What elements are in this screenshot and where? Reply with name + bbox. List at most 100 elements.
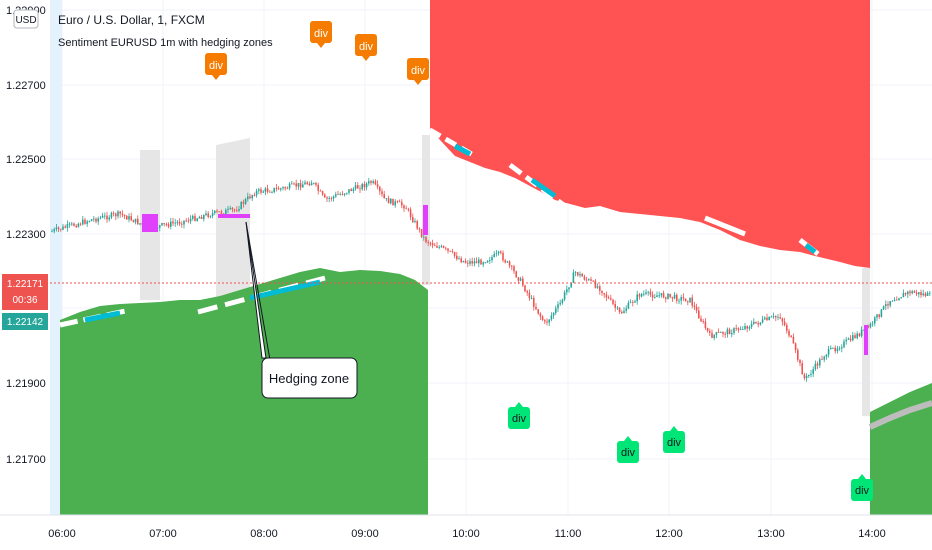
candle-body <box>896 299 898 301</box>
candle-body <box>640 293 643 297</box>
candle-body <box>392 198 394 206</box>
candle-body <box>643 293 645 295</box>
candle-body <box>621 311 623 314</box>
indicator-title[interactable]: Sentiment EURUSD 1m with hedging zones <box>58 37 273 49</box>
candle-body <box>159 225 161 228</box>
candle-body <box>363 184 366 188</box>
candle-body <box>656 295 658 298</box>
candle-body <box>348 189 350 193</box>
candle-body <box>563 292 566 300</box>
candle-body <box>112 212 115 214</box>
candle-body <box>649 291 652 295</box>
candle-body <box>522 278 524 286</box>
candle-body <box>922 293 924 296</box>
candle-body <box>429 242 432 244</box>
magenta-signals <box>142 205 868 355</box>
candle-body <box>55 227 58 230</box>
svg-text:div: div <box>314 28 329 40</box>
candle-body <box>770 316 773 318</box>
candle-body <box>497 251 500 254</box>
candle-body <box>909 291 911 294</box>
price-axis-label: 1.21700 <box>6 454 46 466</box>
candle-body <box>119 211 121 214</box>
candle-body <box>660 293 663 296</box>
candle-body <box>229 207 231 209</box>
svg-text:div: div <box>855 485 870 497</box>
candle-body <box>438 246 440 248</box>
candle-body <box>638 294 641 297</box>
candle-body <box>271 192 273 193</box>
candle-body <box>596 286 599 288</box>
candle-body <box>445 247 447 249</box>
candle-body <box>929 292 931 294</box>
candle-body <box>128 216 130 220</box>
candle-body <box>500 251 502 253</box>
candle-body <box>539 313 542 317</box>
candle-body <box>654 297 656 298</box>
candle-body <box>856 333 858 339</box>
candle-body <box>434 245 436 247</box>
candle-body <box>308 183 311 186</box>
candle-body <box>535 306 537 310</box>
candle-body <box>233 209 236 211</box>
candle-body <box>178 222 181 224</box>
price-axis-label: 1.22300 <box>6 229 46 241</box>
candle-body <box>313 182 315 184</box>
candle-body <box>819 359 821 366</box>
candle-body <box>550 315 553 320</box>
candle-body <box>662 293 665 298</box>
bearish-zone <box>430 0 870 268</box>
candle-body <box>273 187 275 193</box>
price-candles <box>51 178 931 382</box>
session-strip <box>50 0 62 515</box>
callout-text: Hedging zone <box>269 371 349 386</box>
sentiment-dash-lines <box>59 127 932 430</box>
chart-legend[interactable]: Euro / U.S. Dollar, 1, FXCM Sentiment EU… <box>58 13 273 49</box>
candle-body <box>451 251 454 253</box>
candle-body <box>658 295 660 297</box>
candle-body <box>715 332 718 335</box>
candle-body <box>68 223 71 225</box>
candle-body <box>403 205 405 209</box>
candle-body <box>805 376 808 379</box>
candle-body <box>416 221 418 229</box>
candle-body <box>170 221 172 227</box>
candle-body <box>682 297 685 299</box>
candle-body <box>189 218 192 222</box>
candle-body <box>665 297 667 299</box>
candle-body <box>689 297 691 303</box>
symbol-title[interactable]: Euro / U.S. Dollar, 1, FXCM <box>58 13 205 27</box>
time-axis-label: 06:00 <box>48 528 76 540</box>
bullish-div-marker: div <box>851 474 873 501</box>
candle-body <box>110 212 113 218</box>
candle-body <box>889 301 891 306</box>
currency-badge[interactable]: USD <box>13 9 39 29</box>
candle-body <box>823 356 825 360</box>
candle-body <box>759 322 762 325</box>
candle-body <box>801 363 803 375</box>
candle-body <box>489 260 491 261</box>
candle-body <box>524 285 526 292</box>
hedging-zone-callout[interactable]: Hedging zone <box>245 221 358 399</box>
candle-body <box>266 188 269 192</box>
candle-body <box>728 329 731 335</box>
price-axis[interactable]: 1.22900 1.22700 1.22500 1.22300 1.21900 … <box>0 0 50 515</box>
candle-body <box>779 317 781 319</box>
candle-body <box>264 188 267 192</box>
candle-body <box>847 338 850 340</box>
candle-body <box>339 193 341 195</box>
candle-body <box>814 363 817 370</box>
candle-body <box>706 328 709 331</box>
candle-body <box>372 181 374 183</box>
candle-body <box>902 292 905 298</box>
candle-body <box>878 314 880 317</box>
candle-body <box>390 198 392 204</box>
candle-body <box>502 252 504 261</box>
candle-body <box>137 218 139 225</box>
time-axis[interactable]: 06:00 07:00 08:00 09:00 10:00 11:00 12:0… <box>0 514 932 550</box>
candle-body <box>528 292 531 299</box>
candle-body <box>71 223 73 225</box>
candle-body <box>420 228 423 237</box>
candle-body <box>691 297 693 306</box>
